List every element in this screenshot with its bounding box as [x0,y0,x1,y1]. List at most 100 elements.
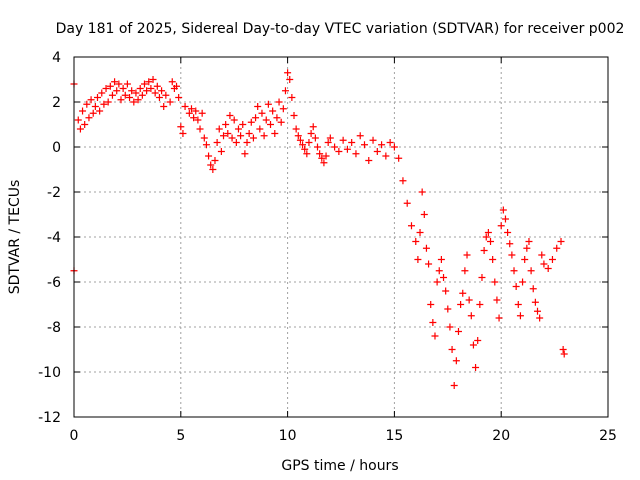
data-point [102,85,110,92]
data-point [484,229,492,236]
data-point [200,134,208,142]
data-point [288,94,296,101]
data-point [85,114,93,122]
data-point [290,112,298,119]
data-point [299,141,307,149]
data-point [534,307,542,315]
data-point [258,109,266,117]
data-point [275,98,283,106]
data-point [450,382,458,389]
data-point [249,134,257,142]
data-point [529,285,537,293]
data-point [100,100,108,108]
y-tick-label: 4 [52,50,61,66]
data-point [461,267,469,275]
data-point [181,103,189,110]
data-point [326,134,334,142]
data-point [448,346,456,353]
data-point [472,364,480,371]
data-point [493,296,501,304]
data-point [527,267,535,275]
data-point [185,109,193,117]
data-point [495,314,503,322]
data-point [243,139,251,146]
data-point [429,319,437,326]
data-point [386,139,394,146]
data-point [531,298,539,306]
data-point [301,145,309,153]
data-point [87,96,95,104]
data-point [433,278,441,286]
data-point [314,143,322,151]
data-point [254,103,262,110]
data-point [365,157,373,164]
data-point [559,346,567,353]
data-point [81,121,89,128]
y-tick-label: 2 [52,95,61,111]
data-point [311,134,319,142]
data-point [457,301,465,308]
data-point [115,80,123,88]
data-point [149,76,157,83]
data-point [292,125,300,133]
data-point [560,350,568,358]
data-point [557,238,565,245]
data-point [538,251,546,259]
data-point [510,267,518,275]
data-point [487,238,495,245]
data-point [168,78,176,86]
data-point [239,121,247,128]
data-point [177,123,185,131]
data-point [469,341,477,349]
data-point [536,314,544,322]
data-point [348,139,356,146]
data-point [215,125,223,133]
data-point [474,337,482,344]
data-point [192,107,200,115]
data-point [431,332,439,340]
data-point [463,251,471,259]
data-point [217,148,225,155]
data-point [390,143,398,151]
data-point [76,125,84,133]
y-tick-label: -6 [47,275,61,291]
data-point [497,222,505,230]
data-point [269,107,277,115]
data-point [343,145,351,153]
data-point [162,91,170,99]
data-point [98,89,106,97]
data-point [305,139,313,146]
data-point [427,301,435,308]
data-point [446,323,454,331]
data-point [209,166,217,173]
chart-title: Day 181 of 2025, Sidereal Day-to-day VTE… [56,21,625,37]
data-point [324,139,332,146]
data-point [465,296,473,304]
data-point [136,85,144,92]
data-point [230,116,238,124]
data-point [422,244,430,252]
data-point [467,312,475,320]
data-point [147,85,155,92]
data-point [508,251,516,259]
data-point [132,89,140,97]
data-point [262,116,270,124]
x-tick-label: 0 [70,428,79,444]
data-point [418,188,426,196]
data-point [360,141,368,149]
y-tick-label: -2 [47,185,61,201]
data-point [540,260,548,268]
data-point [544,265,552,272]
data-point [130,98,138,106]
data-point [281,87,289,95]
data-point [224,130,232,137]
grid [74,57,608,417]
data-point [459,289,467,297]
tick-labels: 0 5 10 15 20 25 -12 -10 -8 -6 -4 -2 0 2 4 [38,50,617,444]
x-tick-label: 15 [385,428,403,444]
data-point [548,256,556,263]
data-point [160,103,168,110]
x-tick-label: 25 [599,428,617,444]
data-point [232,139,240,146]
data-point [264,100,272,108]
